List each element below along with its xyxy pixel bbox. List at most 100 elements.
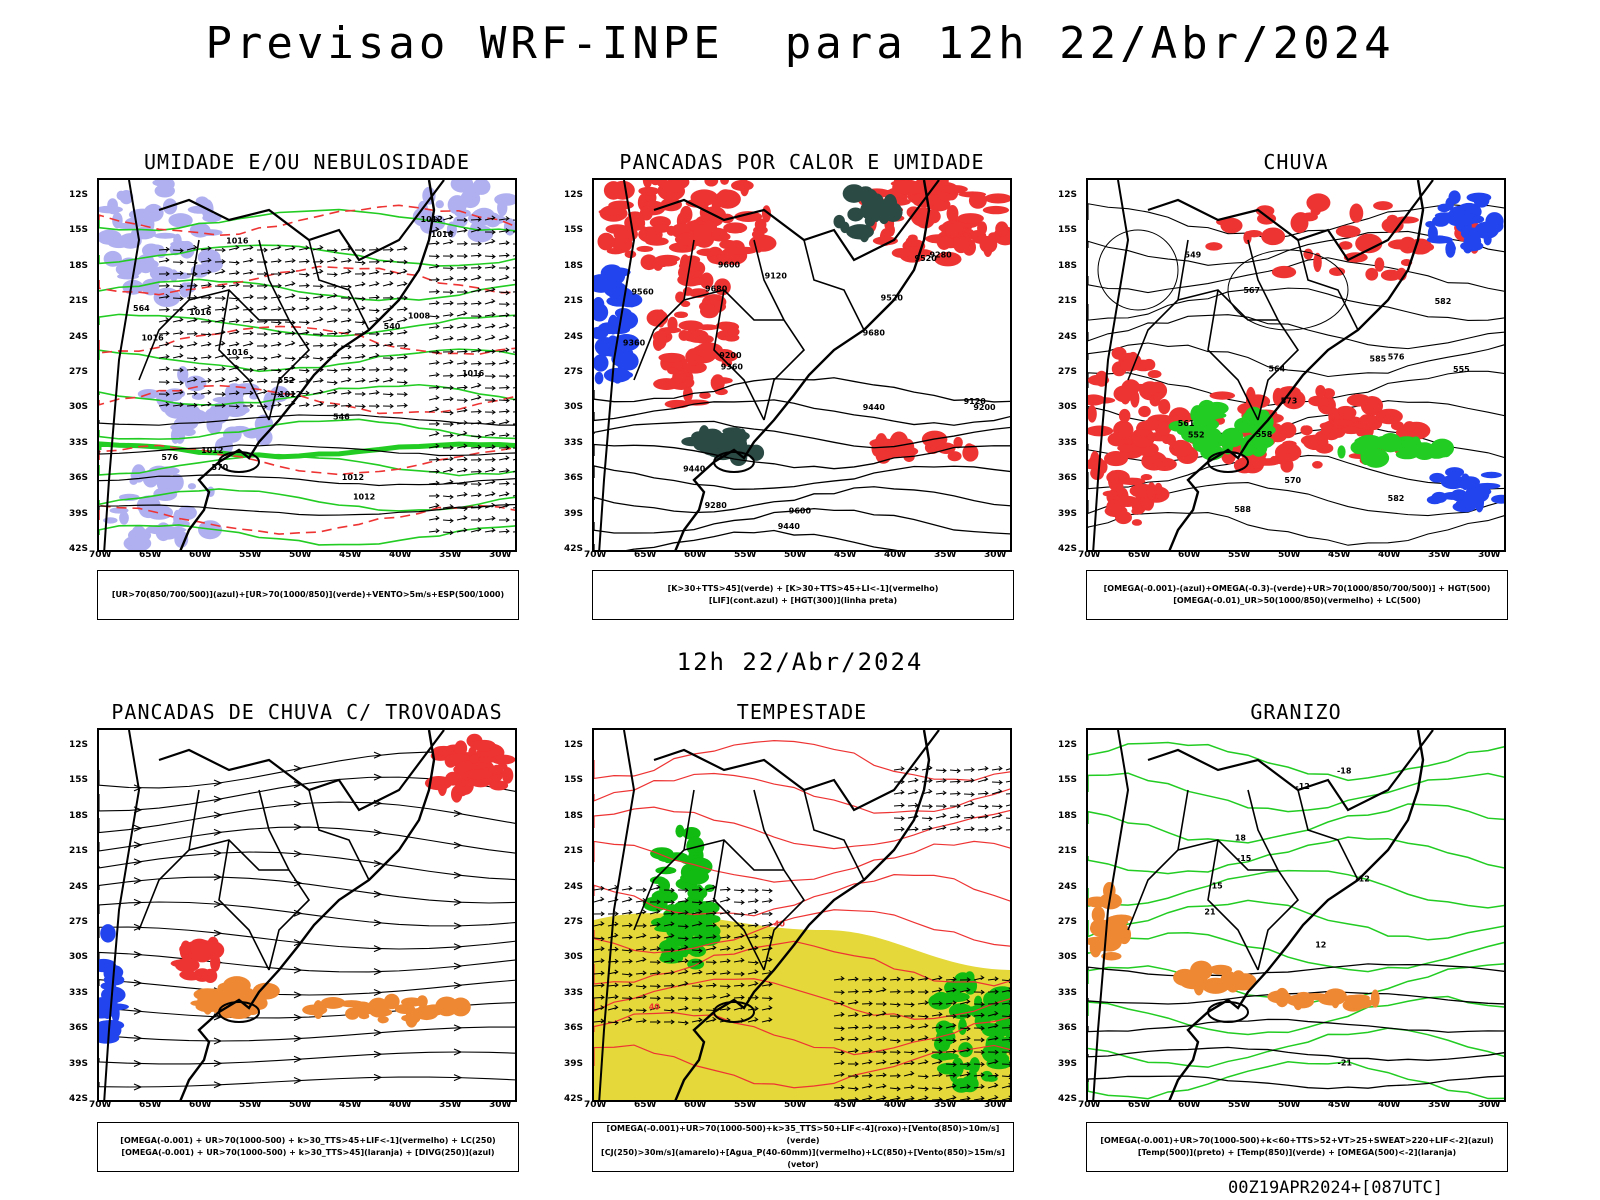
lat-tick-label: 27S <box>69 917 89 927</box>
lat-tick-label: 27S <box>1058 367 1078 377</box>
lat-tick-label: 12S <box>564 740 584 750</box>
contour-label: 9120 <box>765 272 788 281</box>
wind-vectors <box>158 244 408 410</box>
temp500-contour <box>1088 1046 1504 1062</box>
contour-label: 540 <box>384 322 401 331</box>
lifted-index-contour <box>594 264 643 385</box>
contour-label: 1012 <box>279 390 301 399</box>
river-plate-estuary <box>713 1001 755 1023</box>
lat-tick-label: 39S <box>69 508 89 519</box>
state-borders <box>138 239 370 421</box>
contour-label: 1016 <box>141 333 164 342</box>
lon-tick-label: 70W <box>89 1100 112 1110</box>
contour-label: 567 <box>1243 286 1260 295</box>
contour-label: 1012 <box>201 446 223 455</box>
lat-tick-label: 12S <box>564 190 584 200</box>
hgt500-contour <box>1088 257 1504 294</box>
lon-tick-label: 45W <box>1328 1100 1351 1110</box>
lon-tick-label: 30W <box>489 1100 512 1110</box>
andes-border <box>1092 730 1130 1100</box>
river-plate-estuary <box>1207 451 1249 473</box>
lon-tick-label: 30W <box>489 550 512 560</box>
green-humidity-contour <box>99 524 515 546</box>
lon-tick-label: 70W <box>1078 550 1101 560</box>
high-pressure-contour <box>1227 249 1349 331</box>
lat-tick-label: 36S <box>69 473 89 484</box>
contour-label: 9360 <box>623 339 646 348</box>
lon-tick-label: 45W <box>339 1100 362 1110</box>
lat-tick-label: 30S <box>69 402 89 413</box>
hgt500-contour <box>1088 314 1504 350</box>
lon-tick-label: 60W <box>684 550 707 560</box>
contour-label: 582 <box>1388 494 1405 503</box>
thickness-contour <box>99 504 515 535</box>
lat-tick-label: 21S <box>69 296 89 307</box>
legend-line: [LIF](cont.azul) + [HGT(300)](linha pret… <box>708 596 898 605</box>
lat-tick-label: 15S <box>69 775 89 786</box>
river-plate-estuary <box>1207 1001 1249 1023</box>
lat-tick-label: 21S <box>1058 846 1078 857</box>
lon-tick-label: 35W <box>1428 550 1451 560</box>
lon-tick-label: 60W <box>1178 1100 1201 1110</box>
river-plate-estuary <box>713 451 755 473</box>
temp850-contour <box>1088 1027 1504 1068</box>
legend-box-tempestade: [OMEGA(-0.001)+UR>70(1000-500)+k>35_TTS>… <box>592 1122 1014 1172</box>
legend-line: [CJ(250)>30m/s](amarelo)+[Agua_P(40-60mm… <box>601 1148 1005 1169</box>
humidity-blue-area <box>412 180 515 243</box>
hgt300-contour <box>594 508 1010 535</box>
lat-tick-label: 18S <box>69 260 89 271</box>
lat-tick-label: 42S <box>69 1094 89 1104</box>
contour-label: 561 <box>1178 419 1195 428</box>
contour-label: 564 <box>133 304 150 313</box>
omega500-orange-area <box>1173 960 1257 996</box>
hgt300-contour <box>594 399 1010 426</box>
contour-label: 9440 <box>778 522 801 531</box>
andes-border <box>103 730 141 1100</box>
lat-tick-label: 42S <box>564 1094 584 1104</box>
hgt300-contour <box>594 529 898 550</box>
legend-box-granizo: [OMEGA(-0.001)+UR>70(1000-500)+k<60+TTS>… <box>1086 1122 1508 1172</box>
contour-label: 1016 <box>226 236 249 245</box>
lon-tick-label: 60W <box>1178 550 1201 560</box>
footer-timestamp: 00Z19APR2024+[087UTC] <box>1228 1178 1443 1198</box>
contour-label: 555 <box>1453 365 1470 374</box>
contour-label: 558 <box>1256 430 1273 439</box>
lat-tick-label: 42S <box>1058 1094 1078 1104</box>
temp850-contour <box>1088 803 1504 844</box>
andes-border <box>598 730 636 1100</box>
omega-green-area <box>1337 433 1455 468</box>
lon-tick-label: 55W <box>734 550 757 560</box>
omega-blue-area <box>1426 467 1504 513</box>
map-panel-granizo: -12 12 -15 15 -18 -21 21 -12 18 <box>1086 728 1506 1102</box>
hgt500-contour <box>1088 203 1504 239</box>
lon-tick-label: 70W <box>584 550 607 560</box>
coastline <box>674 730 931 1100</box>
contour-label: 9440 <box>683 464 706 473</box>
river-plate-estuary <box>218 1001 260 1023</box>
thunderstorm-red-area <box>170 936 225 984</box>
legend-line: [OMEGA(-0.01)_UR>50(1000/850)(vermelho) … <box>1173 596 1421 605</box>
state-borders <box>1127 789 1359 971</box>
lat-tick-label: 36S <box>564 1023 584 1034</box>
omega-green-area <box>1168 399 1276 461</box>
contour-label: 21 <box>1204 907 1216 916</box>
lat-tick-label: 18S <box>1058 260 1078 271</box>
lat-tick-label: 33S <box>69 987 89 998</box>
contour-label: 18 <box>1235 833 1247 842</box>
green-humidity-contour <box>99 278 515 302</box>
lat-tick-label: 33S <box>69 437 89 448</box>
lon-tick-label: 45W <box>834 550 857 560</box>
pressure-contour <box>99 444 515 457</box>
border-line <box>653 180 940 262</box>
contour-label: 1012 <box>353 492 375 501</box>
pressure-contour <box>99 503 515 516</box>
contour-label: 1008 <box>408 311 431 320</box>
lon-tick-label: 55W <box>239 550 262 560</box>
low-pressure-contour <box>1097 229 1179 311</box>
precipitable-water-contour <box>594 772 1010 814</box>
lon-tick-label: 50W <box>289 550 312 560</box>
panel-title-pancadas_calor: PANCADAS POR CALOR E UMIDADE <box>619 150 985 174</box>
contour-label: 582 <box>1435 297 1452 306</box>
map-panel-chuva: 585 582 576 573 570 567 564 561 558 555 552 549 588 5… <box>1086 178 1506 552</box>
lon-tick-label: 40W <box>1378 550 1401 560</box>
